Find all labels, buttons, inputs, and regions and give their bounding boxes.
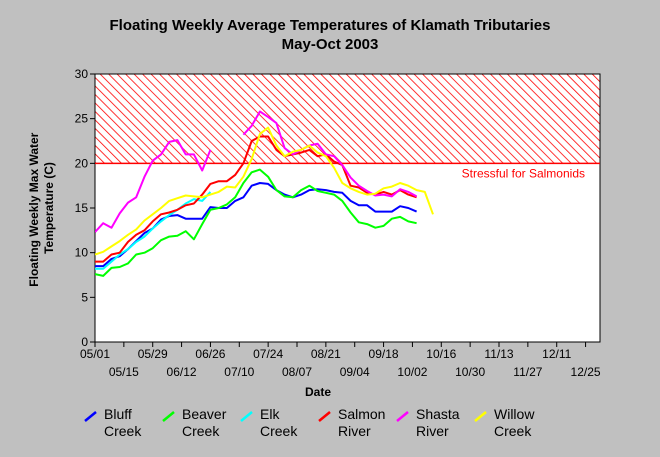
legend-swatch-2	[240, 411, 253, 422]
x-tick-label: 05/01	[80, 347, 110, 361]
series-line-4	[95, 110, 418, 233]
x-tick-label: 10/02	[397, 365, 427, 379]
series-line-5	[95, 126, 434, 256]
series-line-2	[95, 191, 212, 270]
legend-swatch-1	[162, 411, 175, 422]
legend-label-3-line-2: River	[338, 423, 371, 439]
series-line-3	[95, 135, 417, 263]
x-axis: 05/01 05/29 06/26 07/24 08/21 09/18 10/16 11/13…	[80, 342, 601, 379]
y-axis-label-line-1: Floating Weekly Max Water	[27, 132, 41, 286]
legend-label-4-line-2: River	[416, 423, 449, 439]
x-tick-label: 09/04	[340, 365, 370, 379]
x-tick-label: 10/16	[426, 347, 456, 361]
y-tick-label: 10	[75, 246, 89, 260]
x-tick-label: 08/21	[311, 347, 341, 361]
y-tick-label: 20	[75, 156, 89, 170]
legend: BluffCreekBeaverCreekElkCreekSalmonRiver…	[84, 406, 535, 439]
y-tick-label: 25	[75, 112, 89, 126]
legend-label-5-line-2: Creek	[494, 423, 532, 439]
legend-label-4-line-1: Shasta	[416, 406, 460, 422]
y-tick-label: 15	[75, 201, 89, 215]
y-axis-label: Floating Weekly Max Water Temperature (C…	[27, 129, 56, 286]
legend-label-0-line-2: Creek	[104, 423, 142, 439]
x-tick-label: 10/30	[455, 365, 485, 379]
x-tick-label: 05/15	[109, 365, 139, 379]
y-axis: 0 5 10 15 20 25 30	[75, 67, 95, 349]
legend-label-2-line-1: Elk	[260, 406, 280, 422]
x-tick-label: 06/26	[195, 347, 225, 361]
x-axis-label: Date	[305, 385, 331, 399]
y-tick-label: 5	[81, 290, 88, 304]
legend-label-5-line-1: Willow	[494, 406, 535, 422]
legend-label-1-line-1: Beaver	[182, 406, 227, 422]
legend-swatch-5	[474, 411, 487, 422]
chart-title: Floating Weekly Average Temperatures of …	[110, 17, 551, 34]
x-tick-label: 08/07	[282, 365, 312, 379]
x-tick-label: 05/29	[138, 347, 168, 361]
stress-band	[95, 74, 600, 164]
chart-subtitle: May-Oct 2003	[282, 36, 379, 53]
y-tick-label: 30	[75, 67, 89, 81]
x-tick-label: 07/10	[224, 365, 254, 379]
legend-swatch-3	[318, 411, 331, 422]
series-line-0	[95, 182, 417, 268]
legend-label-1-line-2: Creek	[182, 423, 220, 439]
x-tick-label: 09/18	[369, 347, 399, 361]
x-tick-label: 06/12	[167, 365, 197, 379]
legend-swatch-4	[396, 411, 409, 422]
x-tick-label: 11/27	[513, 365, 542, 379]
series-line-1	[95, 168, 417, 277]
legend-label-2-line-2: Creek	[260, 423, 298, 439]
x-tick-label: 11/13	[484, 347, 513, 361]
series-layer	[95, 110, 434, 277]
y-axis-label-line-2: Temperature (C)	[42, 162, 56, 254]
x-tick-label: 12/11	[542, 347, 571, 361]
threshold-label: Stressful for Salmonids	[462, 166, 585, 180]
legend-label-3-line-1: Salmon	[338, 406, 385, 422]
x-tick-label: 12/25	[571, 365, 601, 379]
y-tick-label: 0	[81, 335, 88, 349]
legend-swatch-0	[84, 411, 97, 422]
x-tick-label: 07/24	[253, 347, 283, 361]
legend-label-0-line-1: Bluff	[104, 406, 132, 422]
